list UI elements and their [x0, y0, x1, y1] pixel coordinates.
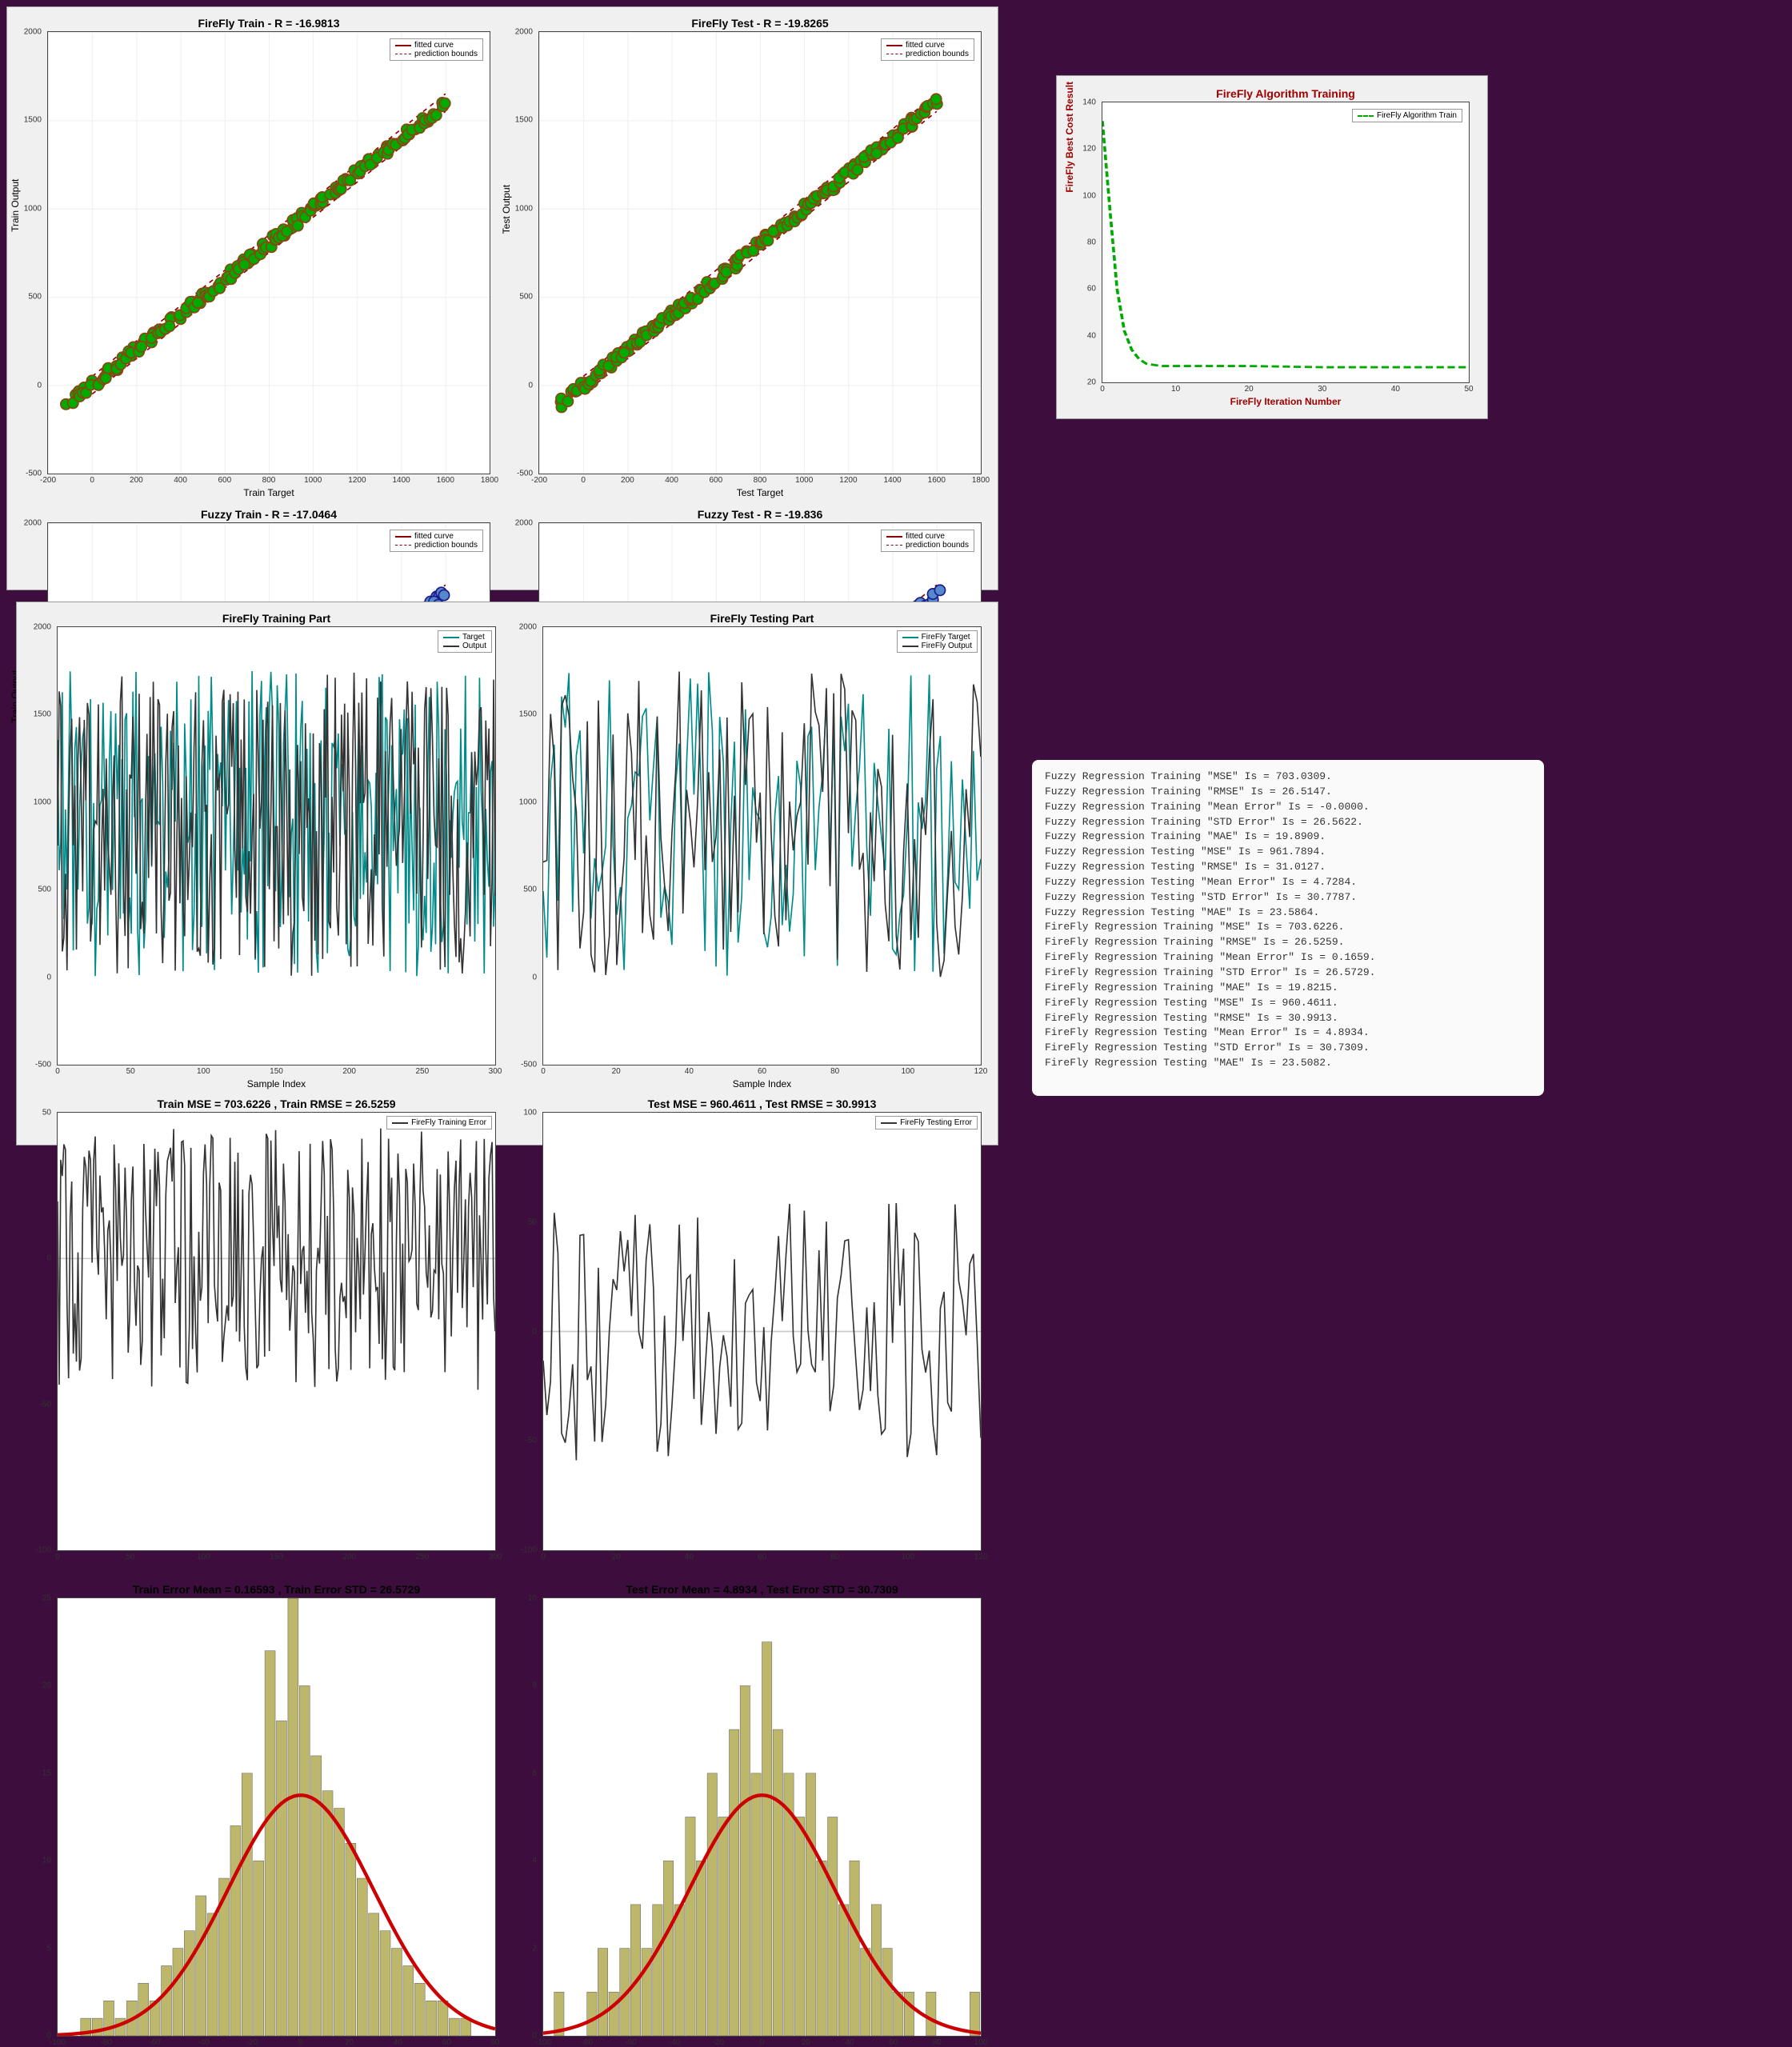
console-line: Fuzzy Regression Testing "MAE" Is = 23.5… — [1045, 906, 1531, 921]
training-panel: FireFly Algorithm Training FireFly Algor… — [1056, 75, 1488, 419]
console-line: FireFly Regression Testing "MSE" Is = 96… — [1045, 996, 1531, 1011]
console-line: Fuzzy Regression Training "STD Error" Is… — [1045, 815, 1531, 830]
chart-training-part: FireFly Training Part Target Output 0501… — [57, 626, 496, 1065]
scatter-panel: FireFly Train - R = -16.9813 fitted curv… — [6, 6, 998, 590]
scatter-svg — [48, 32, 490, 474]
chart-train-hist: Train Error Mean = 0.16593 , Train Error… — [57, 1597, 496, 2037]
console-line: FireFly Regression Training "RMSE" Is = … — [1045, 935, 1531, 950]
console-line: FireFly Regression Training "Mean Error"… — [1045, 950, 1531, 966]
chart-title: FireFly Train - R = -16.9813 — [47, 17, 490, 30]
console-line: FireFly Regression Testing "Mean Error" … — [1045, 1025, 1531, 1041]
console-line: FireFly Regression Training "MAE" Is = 1… — [1045, 981, 1531, 996]
console-line: Fuzzy Regression Training "MSE" Is = 703… — [1045, 770, 1531, 785]
chart-test-hist: Test Error Mean = 4.8934 , Test Error ST… — [542, 1597, 982, 2037]
chart-firefly-test: FireFly Test - R = -19.8265 fitted curve… — [538, 31, 982, 474]
console-line: Fuzzy Regression Training "RMSE" Is = 26… — [1045, 785, 1531, 800]
signal-panel: FireFly Training Part Target Output 0501… — [16, 602, 998, 1145]
console-line: FireFly Regression Testing "RMSE" Is = 3… — [1045, 1011, 1531, 1026]
console-line: FireFly Regression Testing "MAE" Is = 23… — [1045, 1056, 1531, 1071]
console-line: Fuzzy Regression Training "MAE" Is = 19.… — [1045, 830, 1531, 845]
chart-title: FireFly Test - R = -19.8265 — [538, 17, 982, 30]
chart-title: Fuzzy Train - R = -17.0464 — [47, 508, 490, 521]
console-line: FireFly Regression Testing "STD Error" I… — [1045, 1041, 1531, 1056]
console-line: Fuzzy Regression Testing "Mean Error" Is… — [1045, 875, 1531, 890]
chart-title: Fuzzy Test - R = -19.836 — [538, 508, 982, 521]
console-output: Fuzzy Regression Training "MSE" Is = 703… — [1032, 760, 1544, 1096]
console-line: FireFly Regression Training "MSE" Is = 7… — [1045, 920, 1531, 935]
chart-testing-part: FireFly Testing Part FireFly Target Fire… — [542, 626, 982, 1065]
console-line: Fuzzy Regression Testing "RMSE" Is = 31.… — [1045, 860, 1531, 875]
console-line: Fuzzy Regression Testing "MSE" Is = 961.… — [1045, 845, 1531, 860]
chart-firefly-train: FireFly Train - R = -16.9813 fitted curv… — [47, 31, 490, 474]
chart-test-mse: Test MSE = 960.4611 , Test RMSE = 30.991… — [542, 1112, 982, 1551]
console-line: Fuzzy Regression Testing "STD Error" Is … — [1045, 890, 1531, 906]
console-line: Fuzzy Regression Training "Mean Error" I… — [1045, 800, 1531, 815]
console-line: FireFly Regression Training "STD Error" … — [1045, 966, 1531, 981]
chart-train-mse: Train MSE = 703.6226 , Train RMSE = 26.5… — [57, 1112, 496, 1551]
